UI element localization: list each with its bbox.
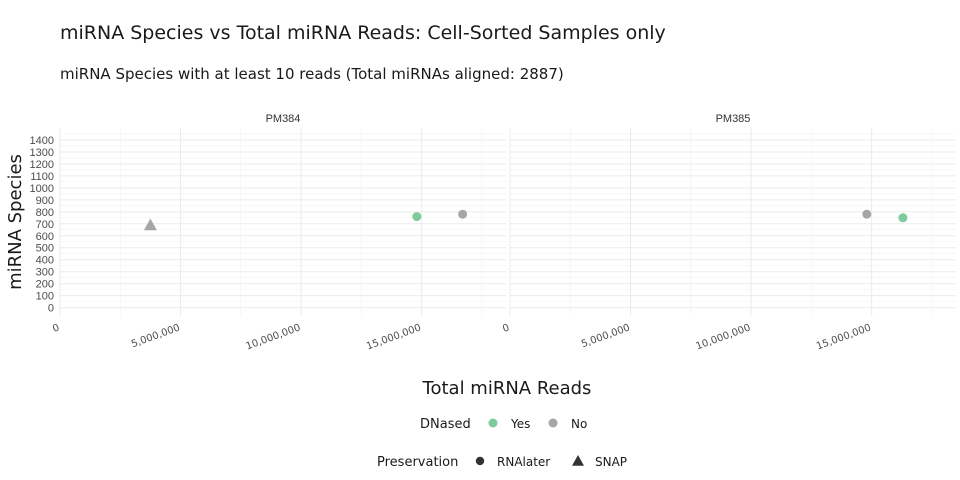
- y-tick-label: 700: [36, 219, 54, 231]
- legend-color-label: No: [571, 417, 587, 431]
- y-tick-label: 1400: [30, 135, 54, 147]
- legend-shape-swatch: [572, 455, 584, 466]
- y-tick-label: 600: [36, 231, 54, 243]
- y-tick-label: 500: [36, 243, 54, 255]
- chart-title: miRNA Species vs Total miRNA Reads: Cell…: [60, 22, 666, 44]
- legend-shape-label: SNAP: [595, 455, 627, 469]
- x-tick-label: 0: [51, 322, 61, 335]
- legend: DNased Yes No Preservation RNAlater SNAP: [377, 417, 627, 470]
- facet-pm385: PM385 0 5,000,000 10,000,000 15,000,000: [501, 113, 956, 352]
- y-tick-label: 0: [48, 303, 54, 315]
- legend-color-swatch: [488, 418, 498, 428]
- facet-strip-label: PM385: [716, 113, 751, 125]
- chart-subtitle: miRNA Species with at least 10 reads (To…: [60, 65, 564, 83]
- legend-color-title: DNased: [420, 417, 471, 432]
- data-point-rnalater: [458, 209, 468, 219]
- y-tick-label: 200: [36, 279, 54, 291]
- x-tick-label: 0: [501, 322, 511, 335]
- y-tick-label: 1200: [30, 159, 54, 171]
- y-tick-label: 300: [36, 267, 54, 279]
- y-axis-title: miRNA Species: [5, 154, 26, 290]
- data-point-rnalater: [862, 209, 872, 219]
- facet-pm384: PM38401002003004005006007008009001000110…: [30, 113, 506, 352]
- y-tick-label: 800: [36, 207, 54, 219]
- facet-panels: PM38401002003004005006007008009001000110…: [30, 113, 956, 352]
- data-point-snap: [143, 218, 157, 231]
- x-tick-label: 15,000,000: [365, 322, 423, 352]
- x-tick-label: 10,000,000: [695, 322, 753, 352]
- facet-strip-label: PM384: [266, 113, 301, 125]
- y-tick-label: 1000: [30, 183, 54, 195]
- data-point-rnalater: [412, 212, 422, 222]
- y-tick-label: 1300: [30, 147, 54, 159]
- x-tick-label: 10,000,000: [245, 322, 303, 352]
- legend-color-swatch: [548, 418, 558, 428]
- data-point-rnalater: [898, 213, 908, 223]
- legend-shape-label: RNAlater: [497, 455, 550, 469]
- x-axis-title: Total miRNA Reads: [422, 378, 592, 399]
- legend-shape-swatch: [475, 456, 485, 466]
- x-tick-label: 5,000,000: [130, 322, 182, 350]
- y-tick-label: 1100: [30, 171, 54, 183]
- y-tick-label: 900: [36, 195, 54, 207]
- y-tick-label: 400: [36, 255, 54, 267]
- x-tick-label: 15,000,000: [815, 322, 873, 352]
- y-tick-label: 100: [36, 291, 54, 303]
- x-tick-label: 5,000,000: [580, 322, 632, 350]
- legend-color-label: Yes: [510, 417, 530, 431]
- legend-shape-title: Preservation: [377, 455, 458, 470]
